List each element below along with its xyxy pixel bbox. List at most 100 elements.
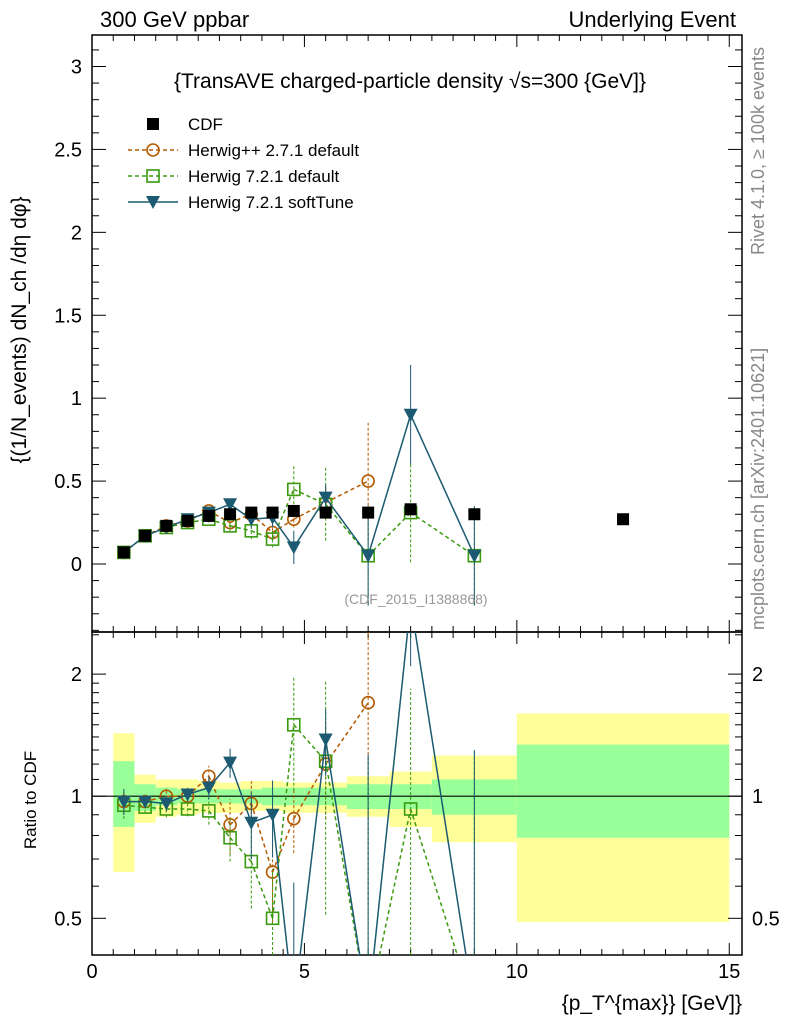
ratio-point — [318, 733, 333, 747]
cdf-point — [266, 506, 279, 519]
x-tick-label: 10 — [506, 961, 528, 983]
series-line — [251, 530, 273, 540]
ratio-point — [286, 811, 301, 826]
ratio-point — [403, 802, 418, 816]
ratio-line — [409, 808, 459, 956]
y-tick-label: 0.5 — [54, 471, 82, 493]
cdf-point — [617, 513, 630, 526]
series-line — [367, 414, 412, 556]
legend-label: Herwig 7.2.1 softTune — [188, 193, 354, 212]
series-line — [410, 511, 475, 557]
ratio-line — [187, 808, 209, 812]
ratio-line — [414, 631, 467, 956]
cdf-point — [160, 519, 173, 532]
cdf-point — [139, 529, 152, 542]
ratio-point — [116, 795, 131, 809]
cdf-point — [468, 508, 481, 521]
data-point — [467, 549, 482, 563]
legend-label: Herwig++ 2.7.1 default — [188, 141, 359, 160]
series-line — [293, 488, 326, 505]
cdf-point — [319, 506, 332, 519]
ratio-line — [378, 808, 412, 956]
ratio-line — [229, 802, 252, 826]
data-point — [286, 541, 301, 555]
series-line — [271, 489, 295, 540]
y-tick-label: 2 — [71, 664, 82, 686]
ratio-point — [265, 911, 280, 926]
ratio-line — [123, 804, 146, 808]
legend-label: CDF — [188, 115, 223, 134]
y-tick-label: 1.5 — [54, 305, 82, 327]
ratio-line — [324, 761, 360, 956]
cdf-point — [362, 506, 375, 519]
x-tick-label: 15 — [718, 961, 740, 983]
ratio-point — [223, 756, 238, 770]
ratio-line — [229, 837, 252, 863]
data-point — [223, 498, 238, 512]
data-point — [361, 474, 375, 488]
x-axis-label: {p_T^{max}} [GeV]} — [562, 992, 742, 1015]
ratio-line — [293, 763, 327, 820]
ratio-line — [271, 814, 289, 956]
ratio-line — [324, 739, 361, 956]
legend-marker — [146, 196, 160, 209]
ratio-point — [265, 808, 280, 822]
chart-title: {TransAVE charged-particle density √s=30… — [174, 70, 646, 93]
header-left: 300 GeV ppbar — [100, 7, 249, 32]
legend-marker — [146, 143, 160, 157]
series-line — [229, 525, 252, 532]
y-tick-label: 1 — [71, 786, 82, 808]
ratio-point — [286, 717, 301, 732]
y-tick-label: 0 — [71, 554, 82, 576]
data-point — [361, 549, 376, 563]
ratio-line — [145, 806, 167, 810]
header-right: Underlying Event — [568, 7, 736, 32]
ratio-point — [180, 788, 195, 802]
series-line — [250, 513, 274, 534]
series-line — [325, 480, 369, 504]
series-line — [325, 497, 369, 557]
legend-label: Herwig 7.2.1 default — [188, 167, 339, 186]
cdf-point — [181, 514, 194, 527]
y-tick-label: 0.5 — [54, 908, 82, 930]
y-tick-label-right: 2 — [752, 664, 763, 686]
data-point — [318, 491, 333, 505]
y-axis-label: {(1/N_events) dN_ch /dη dφ} — [8, 197, 31, 464]
series-line — [367, 512, 412, 557]
legend-marker — [147, 118, 159, 130]
series-line — [409, 414, 476, 557]
ratio-point — [138, 795, 153, 809]
y-tick-label: 3 — [71, 57, 82, 79]
ratio-point — [159, 797, 174, 811]
ratio-frame — [91, 631, 743, 956]
y-tick-label: 2 — [71, 222, 82, 244]
ratio-point — [223, 830, 237, 845]
y-tick-label-right: 1 — [752, 786, 763, 808]
cdf-point — [287, 504, 300, 517]
ratio-point — [180, 802, 195, 816]
ratio-line — [372, 631, 409, 956]
legend-marker — [146, 169, 160, 183]
cdf-point — [224, 508, 237, 521]
ratio-point — [244, 816, 259, 830]
y-tick-label: 2.5 — [54, 139, 82, 161]
mcplots-label: mcplots.cern.ch [arXiv:2401.10621] — [748, 348, 768, 630]
ratio-point — [361, 695, 375, 710]
ratio-line — [325, 702, 369, 765]
ratio-series — [116, 631, 475, 956]
cdf-point — [202, 509, 215, 522]
x-tick-label: 5 — [299, 961, 310, 983]
analysis-label: (CDF_2015_I1388868) — [344, 591, 487, 607]
rivet-label: Rivet 4.1.0, ≥ 100k events — [748, 47, 768, 255]
x-tick-label: 0 — [86, 961, 97, 983]
series-line — [229, 513, 252, 524]
band-inner — [516, 744, 730, 838]
main-series — [116, 365, 630, 606]
ratio-point — [202, 804, 216, 818]
ratio-line — [271, 818, 295, 873]
ratio-line — [250, 861, 274, 919]
data-point — [286, 482, 301, 497]
y-tick-label: 1 — [71, 388, 82, 410]
